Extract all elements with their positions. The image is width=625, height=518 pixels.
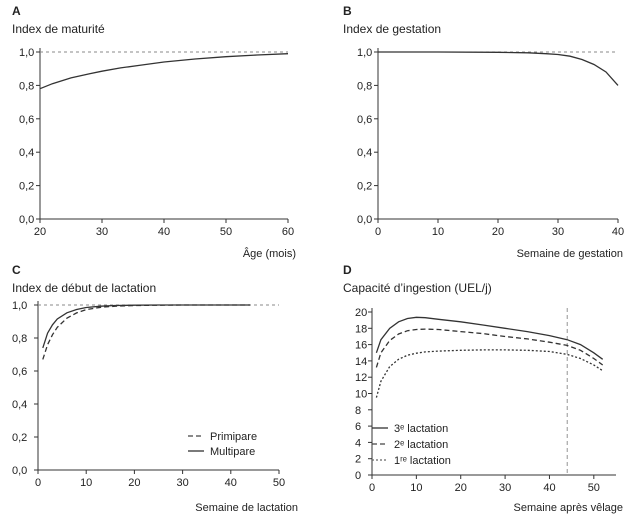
- y-tick-label: 1,0: [357, 47, 372, 59]
- x-tick-label: 30: [96, 226, 108, 238]
- legend-label: Primipare: [210, 431, 257, 443]
- panel-letter: B: [343, 4, 352, 18]
- y-tick-label: 1,0: [19, 47, 34, 59]
- x-tick-label: 10: [432, 226, 444, 238]
- y-tick-label: 0,4: [357, 147, 372, 159]
- x-axis-title: Âge (mois): [243, 247, 296, 260]
- x-tick-label: 30: [499, 482, 511, 494]
- y-tick-label: 10: [355, 389, 367, 401]
- legend-label: 2ᵉ lactation: [394, 439, 448, 451]
- series-line: [378, 51, 619, 86]
- x-tick-label: 50: [588, 482, 600, 494]
- y-tick-label: 14: [355, 356, 367, 368]
- panel-a-maturity-index: A Index de maturité Âge (mois) 0,0 0,2 0,4…: [12, 4, 296, 260]
- x-tick-label: 40: [543, 482, 555, 494]
- chart-title: Index de début de lactation: [12, 281, 156, 295]
- series-line: [375, 349, 604, 398]
- y-tick-label: 18: [355, 323, 367, 335]
- x-tick-label: 20: [128, 477, 140, 489]
- y-tick-label: 20: [355, 307, 367, 319]
- x-axis-title: Semaine de gestation: [517, 248, 623, 260]
- y-tick-label: 0,4: [12, 399, 27, 411]
- series-line: [375, 328, 604, 368]
- y-tick-label: 1,0: [12, 300, 27, 312]
- x-tick-label: 20: [455, 482, 467, 494]
- x-tick-label: 30: [552, 226, 564, 238]
- legend-label: 3ᵉ lactation: [394, 423, 448, 435]
- chart-title: Capacité d’ingestion (UEL/j): [343, 281, 492, 295]
- series-line: [42, 304, 251, 349]
- x-axis-title: Semaine de lactation: [195, 502, 298, 514]
- x-tick-label: 10: [410, 482, 422, 494]
- panel-letter: A: [12, 4, 21, 18]
- y-tick-label: 12: [355, 372, 367, 384]
- y-tick-label: 0,6: [12, 366, 27, 378]
- x-tick-label: 20: [492, 226, 504, 238]
- y-tick-label: 0,2: [12, 432, 27, 444]
- x-tick-label: 40: [158, 226, 170, 238]
- y-tick-label: 0,2: [357, 181, 372, 193]
- y-tick-label: 8: [355, 405, 361, 417]
- y-tick-label: 0,2: [19, 181, 34, 193]
- y-tick-label: 0,6: [357, 114, 372, 126]
- y-tick-label: 16: [355, 340, 367, 352]
- y-tick-label: 0,0: [19, 214, 34, 226]
- x-tick-label: 60: [282, 226, 294, 238]
- chart-title: Index de gestation: [343, 22, 441, 36]
- y-tick-label: 0,8: [357, 80, 372, 92]
- panel-b-gestation-index: B Index de gestation Semaine de gestatio…: [343, 4, 624, 260]
- series-line: [375, 316, 604, 360]
- y-tick-label: 0: [355, 470, 361, 482]
- x-tick-label: 10: [80, 477, 92, 489]
- x-tick-label: 40: [612, 226, 624, 238]
- panel-d-intake-capacity: D Capacité d’ingestion (UEL/j) Semaine a…: [343, 263, 623, 514]
- legend-label: Multipare: [210, 446, 255, 458]
- x-tick-label: 50: [273, 477, 285, 489]
- x-axis-title: Semaine après vêlage: [514, 502, 623, 514]
- y-tick-label: 0,0: [12, 465, 27, 477]
- y-tick-label: 4: [355, 437, 361, 449]
- y-tick-label: 0,0: [357, 214, 372, 226]
- y-tick-label: 0,6: [19, 114, 34, 126]
- chart-title: Index de maturité: [12, 22, 105, 36]
- series-line: [42, 304, 251, 360]
- x-tick-label: 30: [176, 477, 188, 489]
- panel-letter: C: [12, 263, 21, 277]
- x-tick-label: 20: [34, 226, 46, 238]
- x-tick-label: 0: [35, 477, 41, 489]
- x-tick-label: 0: [369, 482, 375, 494]
- panel-letter: D: [343, 263, 352, 277]
- y-tick-label: 0,4: [19, 147, 34, 159]
- x-tick-label: 50: [220, 226, 232, 238]
- series-line: [39, 53, 289, 90]
- x-tick-label: 0: [375, 226, 381, 238]
- y-tick-label: 0,8: [12, 333, 27, 345]
- y-tick-label: 0,8: [19, 80, 34, 92]
- y-tick-label: 2: [355, 454, 361, 466]
- panel-c-early-lactation-index: C Index de début de lactation Semaine de…: [12, 263, 298, 514]
- x-tick-label: 40: [225, 477, 237, 489]
- legend-label: 1ʳᵉ lactation: [394, 455, 451, 467]
- y-tick-label: 6: [355, 421, 361, 433]
